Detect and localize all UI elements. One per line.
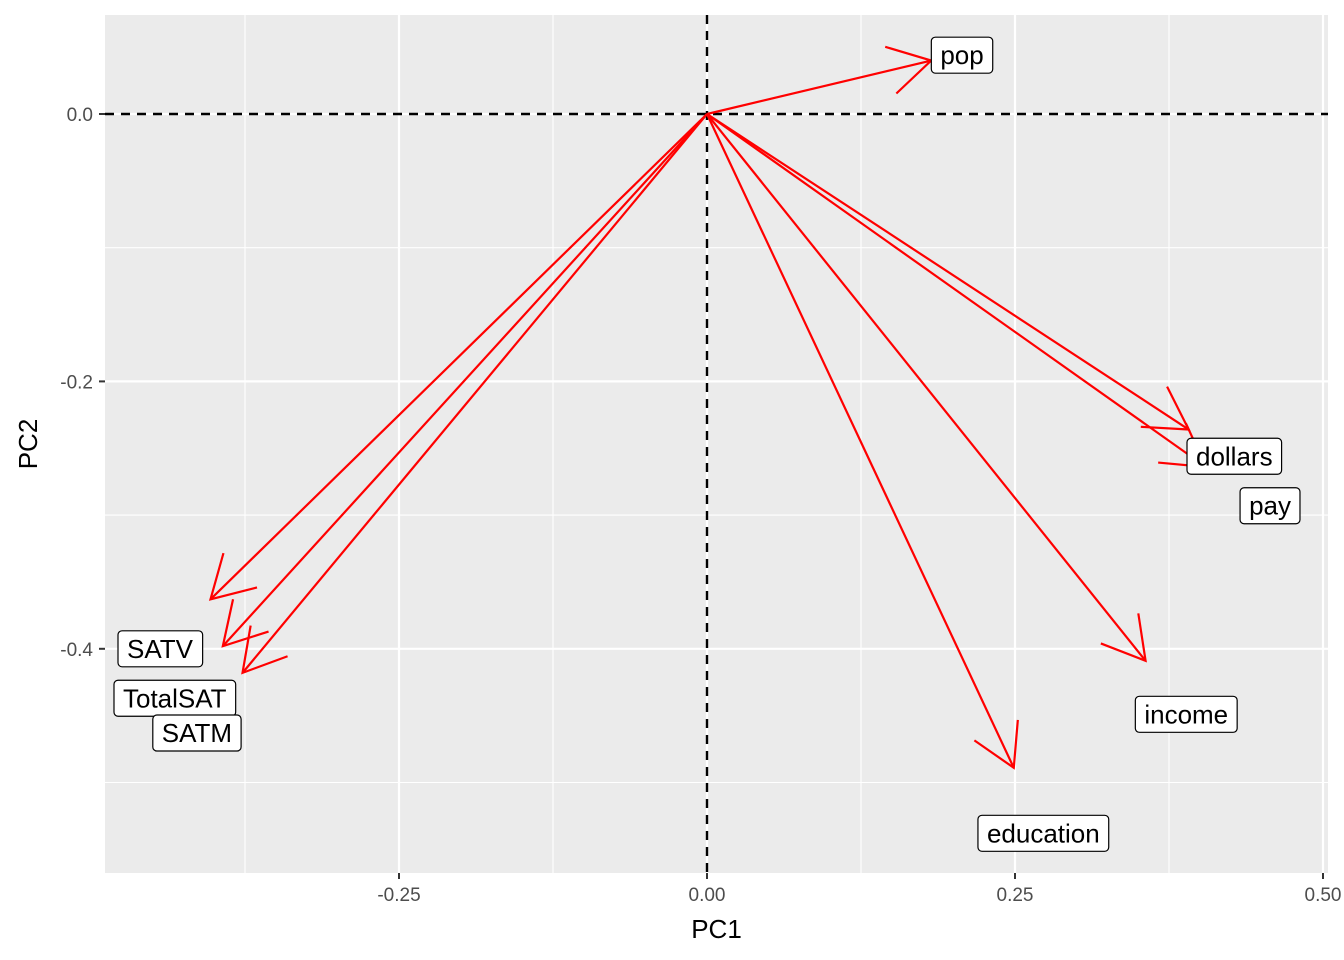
label-box xyxy=(1134,695,1238,733)
x-tick-label: 0.50 xyxy=(1305,885,1342,906)
variable-labels: pop dollars pay income education SATV TotalSAT… xyxy=(113,36,1301,852)
variable-label-satm: SATM xyxy=(152,714,242,752)
x-axis-title: PC1 xyxy=(691,914,742,944)
label-box xyxy=(930,36,994,74)
variable-label-satv: SATV xyxy=(117,630,204,668)
label-box xyxy=(152,714,242,752)
x-tick-label: 0.25 xyxy=(997,885,1034,906)
variable-label-text: pop xyxy=(940,40,983,70)
variable-label-education: education xyxy=(977,814,1110,852)
minor-gridlines xyxy=(105,15,1328,873)
loading-arrows xyxy=(208,45,1208,770)
loading-arrow-satm xyxy=(241,113,708,675)
variable-label-text: education xyxy=(987,818,1100,848)
loading-arrow-totalsat xyxy=(221,113,708,648)
variable-label-income: income xyxy=(1134,695,1238,733)
loading-arrow-income xyxy=(706,113,1147,663)
major-gridlines xyxy=(105,15,1328,873)
label-box xyxy=(1186,437,1283,475)
y-tick-label: -0.2 xyxy=(60,372,93,393)
label-box xyxy=(1239,487,1301,525)
plot-panel xyxy=(105,15,1328,873)
loading-arrow-education xyxy=(706,113,1019,770)
variable-label-text: dollars xyxy=(1196,441,1273,471)
variable-label-pay: pay xyxy=(1239,487,1301,525)
variable-label-text: income xyxy=(1144,699,1228,729)
variable-label-text: pay xyxy=(1249,491,1291,521)
label-box xyxy=(977,814,1110,852)
label-box xyxy=(117,630,204,668)
variable-label-text: SATV xyxy=(127,634,194,664)
loading-arrow-satv xyxy=(208,113,708,601)
y-axis-title: PC2 xyxy=(13,419,43,470)
x-tick-label: -0.25 xyxy=(377,885,420,906)
variable-label-text: TotalSAT xyxy=(123,683,227,713)
x-tick-label: 0.00 xyxy=(689,885,726,906)
y-tick-label: -0.4 xyxy=(60,640,93,661)
axes: -0.25 0.00 0.25 0.50 0.0 -0.2 -0.4 xyxy=(60,105,1341,906)
variable-label-dollars: dollars xyxy=(1186,437,1283,475)
y-tick-label: 0.0 xyxy=(67,105,93,126)
variable-label-pop: pop xyxy=(930,36,994,74)
variable-label-totalsat: TotalSAT xyxy=(113,679,237,717)
variable-label-text: SATM xyxy=(162,718,232,748)
reference-lines xyxy=(105,15,1328,873)
